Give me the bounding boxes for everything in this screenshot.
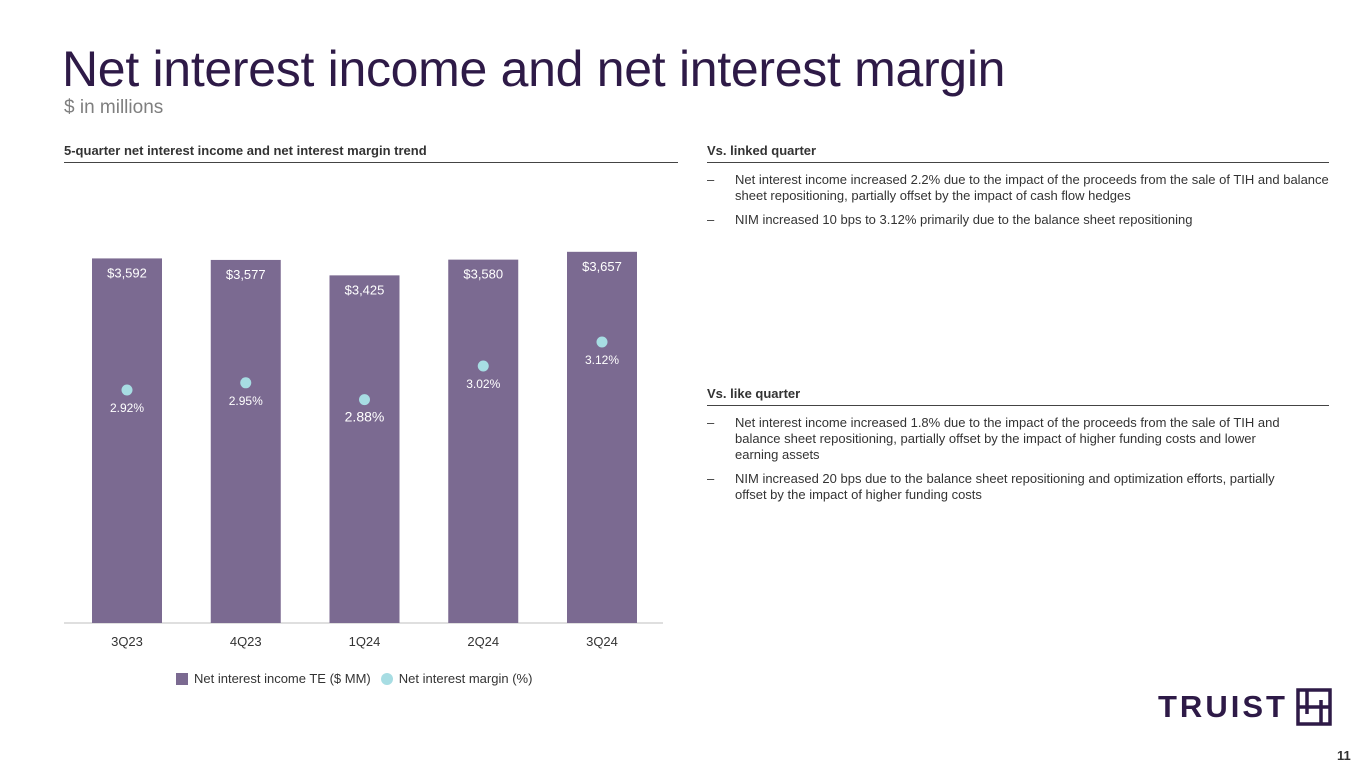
linked-quarter-heading: Vs. linked quarter [707, 143, 1329, 163]
page-number: 11 [1337, 748, 1351, 763]
nim-label-3Q23: 2.92% [110, 401, 144, 415]
x-tick-3Q24: 3Q24 [586, 634, 618, 649]
chart-heading: 5-quarter net interest income and net in… [64, 143, 678, 163]
bar-1Q24 [329, 275, 400, 623]
nim-label-1Q24: 2.88% [345, 409, 385, 425]
legend-label-nim: Net interest margin (%) [398, 671, 533, 686]
nim-point-3Q23 [121, 384, 133, 396]
x-tick-4Q23: 4Q23 [230, 634, 262, 649]
nim-label-3Q24: 3.12% [585, 353, 619, 367]
legend-label-nii: Net interest income TE ($ MM) [194, 671, 371, 686]
chart-legend: Net interest income TE ($ MM) Net intere… [176, 671, 532, 686]
bar-label-4Q23: $3,577 [226, 267, 266, 282]
nim-label-2Q24: 3.02% [466, 377, 500, 391]
x-tick-1Q24: 1Q24 [349, 634, 381, 649]
like-quarter-heading: Vs. like quarter [707, 386, 1329, 406]
bar-2Q24 [448, 259, 519, 623]
legend-swatch-nii [176, 672, 188, 685]
linked-quarter-section: Vs. linked quarter – Net interest income … [707, 143, 1329, 236]
bullet: – NIM increased 10 bps to 3.12% primarily… [707, 212, 1193, 227]
bullet: – Net interest income increased 2.2% due … [707, 172, 1329, 203]
nim-point-1Q24 [359, 394, 370, 406]
nii-nim-chart: $3,592 2.92% 3Q23 $3,577 2.95% 4Q23 $3,425 2.88… [64, 251, 663, 649]
page-title: Net interest income and net interest mar… [62, 41, 1006, 97]
x-tick-2Q24: 2Q24 [467, 634, 499, 649]
bar-label-3Q24: $3,657 [582, 259, 622, 274]
nim-point-4Q23 [240, 377, 252, 389]
bullet: – NIM increased 20 bps due to the balance… [707, 471, 1275, 502]
like-quarter-section: Vs. like quarter – Net interest income in… [707, 386, 1329, 511]
bar-label-1Q24: $3,425 [345, 282, 385, 297]
bar-4Q23 [210, 259, 281, 623]
page-subtitle: $ in millions [64, 97, 164, 118]
bullet: – Net interest income increased 1.8% due … [707, 415, 1280, 462]
truist-mark-icon [1296, 688, 1332, 726]
bar-3Q23 [92, 258, 162, 623]
logo-text: TRUIST [1158, 689, 1288, 724]
nim-point-3Q24 [596, 336, 608, 348]
bar-label-3Q23: $3,592 [107, 265, 147, 280]
bar-label-2Q24: $3,580 [463, 267, 503, 282]
nim-label-4Q23: 2.95% [229, 394, 263, 408]
x-tick-3Q23: 3Q23 [111, 634, 143, 649]
bar-3Q24 [567, 251, 637, 623]
truist-logo: TRUIST [1158, 688, 1332, 726]
nim-point-2Q24 [477, 360, 489, 372]
legend-swatch-nim [380, 672, 393, 685]
